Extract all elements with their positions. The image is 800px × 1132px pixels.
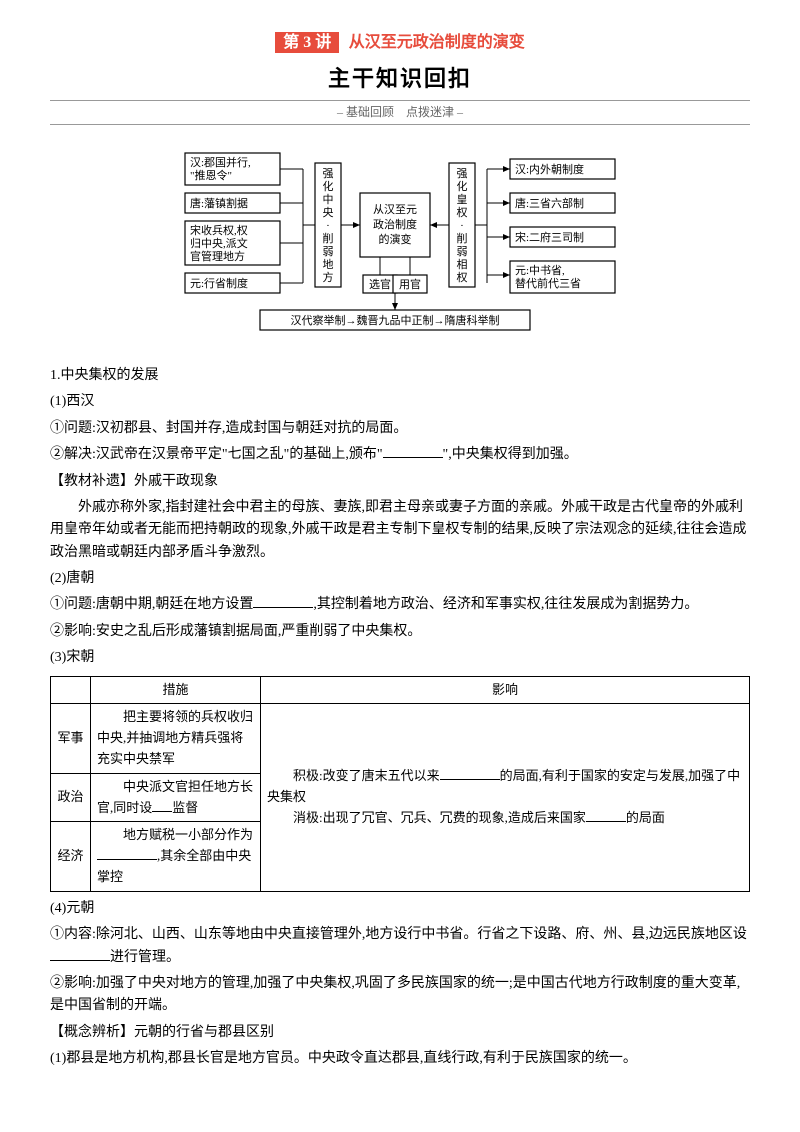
dc1: 政治制度 — [373, 217, 417, 231]
item-1-2-2: ②影响:安史之乱后形成藩镇割据局面,严重削弱了中央集权。 — [50, 621, 750, 643]
dl2b: 归中央,派文 — [190, 236, 248, 250]
text: ,其控制着地方政治、经济和军事实权,往往发展成为割据势力。 — [313, 597, 698, 612]
lesson-badge: 第 3 讲 — [275, 32, 339, 53]
blank-field[interactable] — [97, 847, 157, 860]
text: 消极:出现了冗官、冗兵、冗费的现象,造成后来国家 — [267, 810, 586, 825]
concept-diagram: .b { fill:#fff; stroke:#000; stroke-widt… — [50, 145, 750, 340]
tagline: – 基础回顾 点拨迷津 – — [50, 100, 750, 125]
table-cell: 经济 — [51, 822, 91, 891]
dcb1: 用官 — [399, 277, 421, 291]
table-cell: 积极:改变了唐末五代以来的局面,有利于国家的安定与发展,加强了中央集权 消极:出… — [261, 704, 750, 891]
dr3b: 替代前代三省 — [515, 276, 581, 290]
dr1: 唐:三省六部制 — [515, 196, 584, 210]
text: 地方赋税一小部分作为 — [97, 827, 253, 842]
page-title: 第 3 讲 从汉至元政治制度的演变 — [50, 30, 750, 56]
table-cell: 把主要将领的兵权收归中央,并抽调地方精兵强将充实中央禁军 — [91, 704, 261, 773]
table-head: 影响 — [261, 676, 750, 704]
blank-field[interactable] — [586, 809, 626, 822]
supplement-body: 外戚亦称外家,指封建社会中君主的母族、妻族,即君主母亲或妻子方面的亲戚。外戚干政… — [50, 497, 750, 564]
item-1-2-1: ①问题:唐朝中期,朝廷在地方设置 ,其控制着地方政治、经济和军事实权,往往发展成为… — [50, 594, 750, 616]
item-1-1-2: ②解决:汉武帝在汉景帝平定"七国之乱"的基础上,颁布" ",中央集权得到加强。 — [50, 444, 750, 466]
song-table: 措施 影响 军事 把主要将领的兵权收归中央,并抽调地方精兵强将充实中央禁军 积极… — [50, 676, 750, 892]
item-1-1-1: ①问题:汉初郡县、封国并存,造成封国与朝廷对抗的局面。 — [50, 418, 750, 440]
dr2: 宋:二府三司制 — [515, 230, 584, 244]
blank-field[interactable] — [50, 947, 110, 961]
dl0b: "推恩令" — [190, 168, 232, 182]
text: 积极:改变了唐末五代以来 — [267, 768, 440, 783]
subtitle: 主干知识回扣 — [50, 61, 750, 96]
dl2a: 宋收兵权,权 — [190, 223, 248, 237]
table-cell: 地方赋税一小部分作为,其余全部由中央掌控 — [91, 822, 261, 891]
dr3a: 元:中书省, — [515, 264, 565, 277]
blank-field[interactable] — [253, 594, 313, 608]
item-1-1: (1)西汉 — [50, 391, 750, 413]
item-1-4-1: ①内容:除河北、山西、山东等地由中央直接管理外,地方设行中书省。行省之下设路、府… — [50, 924, 750, 969]
dcb0: 选官 — [369, 277, 391, 291]
table-cell: 政治 — [51, 773, 91, 822]
text: 的局面 — [626, 810, 665, 825]
table-head: 措施 — [91, 676, 261, 704]
text: ①问题:唐朝中期,朝廷在地方设置 — [50, 597, 253, 612]
blank-field[interactable] — [152, 799, 172, 812]
text: ①内容:除河北、山西、山东等地由中央直接管理外,地方设行中书省。行省之下设路、府… — [50, 927, 747, 942]
text: 监督 — [172, 800, 198, 815]
concept-title: 【概念辨析】元朝的行省与郡县区别 — [50, 1022, 750, 1044]
section-1: 1.中央集权的发展 — [50, 365, 750, 387]
table-cell: 军事 — [51, 704, 91, 773]
dl2c: 官管理地方 — [190, 249, 245, 263]
lesson-title: 从汉至元政治制度的演变 — [349, 34, 525, 51]
blank-field[interactable] — [440, 767, 500, 780]
table-head — [51, 676, 91, 704]
dr0: 汉:内外朝制度 — [515, 162, 584, 176]
dc0: 从汉至元 — [373, 203, 417, 216]
item-1-4: (4)元朝 — [50, 898, 750, 920]
item-1-2: (2)唐朝 — [50, 568, 750, 590]
text: ②解决:汉武帝在汉景帝平定"七国之乱"的基础上,颁布" — [50, 447, 383, 462]
dl0a: 汉:郡国并行, — [190, 155, 251, 169]
dl3: 元:行省制度 — [190, 276, 248, 290]
item-1-4-2: ②影响:加强了中央对地方的管理,加强了中央集权,巩固了多民族国家的统一;是中国古… — [50, 973, 750, 1018]
text: 进行管理。 — [110, 950, 180, 965]
dbot: 汉代察举制→魏晋九品中正制→隋唐科举制 — [291, 313, 500, 327]
table-cell: 中央派文官担任地方长官,同时设监督 — [91, 773, 261, 822]
blank-field[interactable] — [383, 444, 443, 458]
dc2: 的演变 — [379, 232, 412, 246]
concept-item-1: (1)郡县是地方机构,郡县长官是地方官员。中央政令直达郡县,直线行政,有利于民族… — [50, 1048, 750, 1070]
dl1: 唐:藩镇割据 — [190, 196, 248, 210]
item-1-3: (3)宋朝 — [50, 647, 750, 669]
supplement-title: 【教材补遗】外戚干政现象 — [50, 471, 750, 493]
text: ",中央集权得到加强。 — [443, 447, 578, 462]
